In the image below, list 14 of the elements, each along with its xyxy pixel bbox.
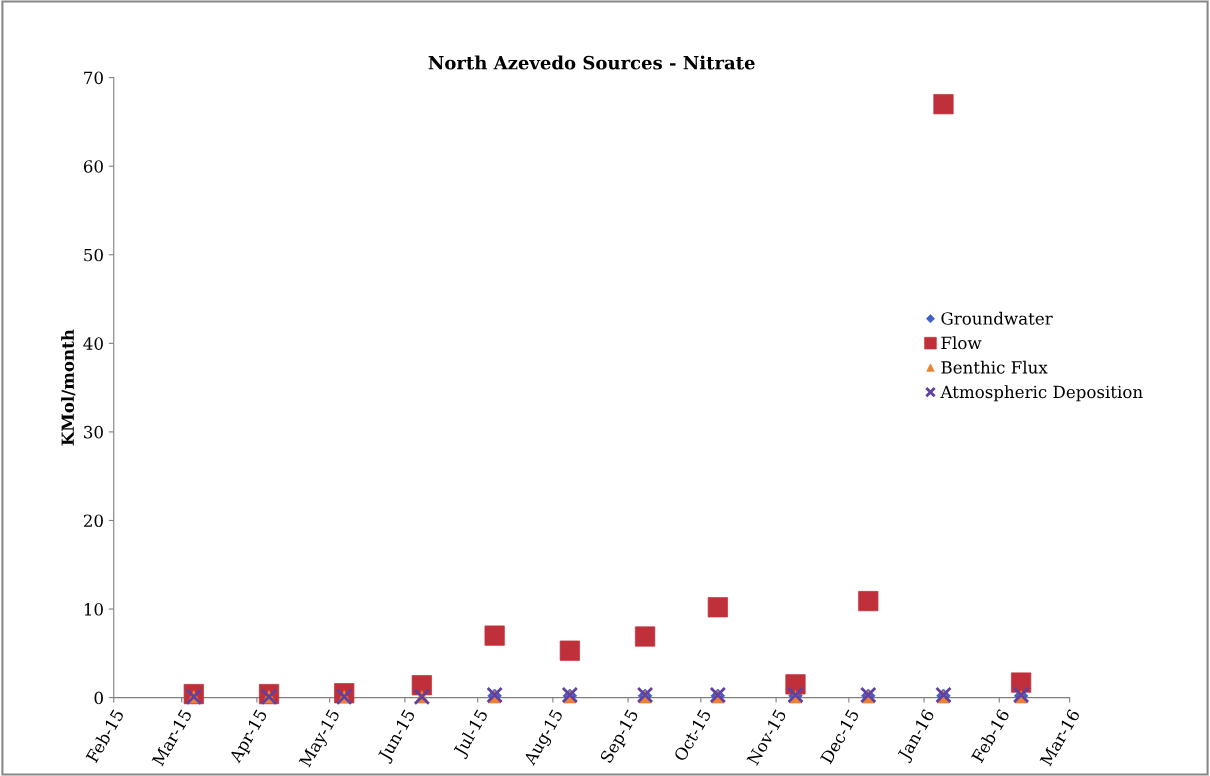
y-axis-title: KMol/month <box>61 329 76 446</box>
legend-label: Groundwater <box>941 311 1053 325</box>
y-tick-label: 70 <box>84 71 103 85</box>
legend-label: Atmospheric Deposition <box>940 385 1143 402</box>
legend-label: Benthic Flux <box>941 360 1048 374</box>
y-tick-label: 50 <box>84 248 103 262</box>
y-tick-label: 60 <box>83 160 103 173</box>
chart-title: North Azevedo Sources - Nitrate <box>428 55 755 70</box>
y-tick-label: 40 <box>83 337 103 350</box>
y-tick-label: 10 <box>84 603 103 616</box>
y-tick-label: 30 <box>84 425 103 439</box>
y-tick-label: 20 <box>83 514 103 528</box>
legend-label: Flow <box>941 336 982 350</box>
y-tick-label: 0 <box>94 691 103 705</box>
